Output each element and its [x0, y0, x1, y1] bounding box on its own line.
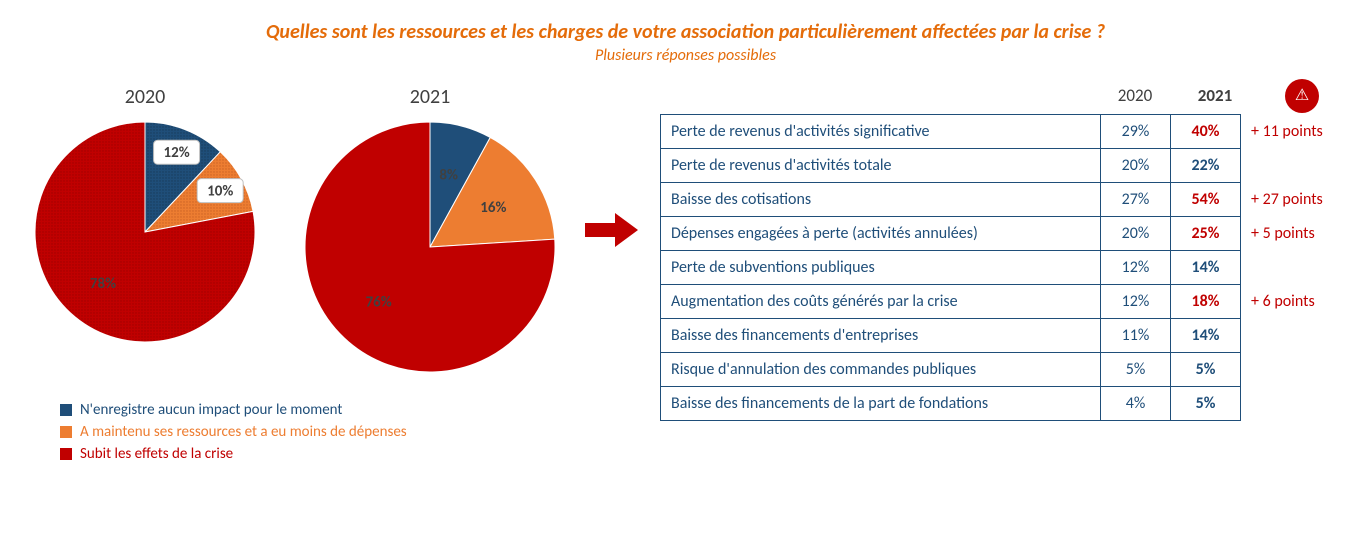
pies-column: 2020 — [30, 85, 560, 463]
legend-label: N'enregistre aucun impact pour le moment — [80, 401, 342, 419]
row-value-2020: 11% — [1101, 319, 1171, 353]
row-value-2021: 25% — [1171, 217, 1241, 251]
row-value-2021: 14% — [1171, 251, 1241, 285]
table-head: 2020 2021 — [660, 85, 1341, 106]
row-value-2021: 18% — [1171, 285, 1241, 319]
row-value-2020: 20% — [1101, 217, 1171, 251]
pie-2020-year: 2020 — [125, 85, 166, 109]
row-delta: + 5 points — [1241, 217, 1341, 251]
pie-slice-label: 78% — [90, 275, 116, 293]
row-value-2021: 54% — [1171, 183, 1241, 217]
legend-swatch — [60, 448, 72, 460]
row-delta — [1241, 353, 1341, 387]
pie-2021-chart: 8% 16% 76% — [300, 117, 560, 377]
pie-2020-block: 2020 — [30, 85, 260, 347]
row-value-2020: 12% — [1101, 285, 1171, 319]
title-block: Quelles sont les ressources et les charg… — [30, 20, 1341, 65]
legend-swatch — [60, 426, 72, 438]
content-row: 2020 — [30, 85, 1341, 463]
pie-slice-label: 10% — [207, 183, 233, 201]
row-value-2020: 5% — [1101, 353, 1171, 387]
warning-icon: ⚠ — [1295, 88, 1309, 104]
arrow-icon — [580, 205, 640, 255]
table-row: Perte de revenus d'activités totale20%22… — [661, 149, 1341, 183]
legend-item: A maintenu ses ressources et a eu moins … — [60, 423, 560, 441]
table-row: Augmentation des coûts générés par la cr… — [661, 285, 1341, 319]
th-2020: 2020 — [1109, 85, 1161, 106]
title-main: Quelles sont les ressources et les charg… — [30, 20, 1341, 44]
row-value-2021: 5% — [1171, 353, 1241, 387]
legend-swatch — [60, 404, 72, 416]
row-value-2021: 5% — [1171, 387, 1241, 421]
row-delta — [1241, 387, 1341, 421]
pie-slice-label: 76% — [366, 294, 392, 312]
row-label: Perte de revenus d'activités significati… — [661, 115, 1101, 149]
pie-slice-label: 8% — [439, 166, 458, 184]
row-value-2021: 22% — [1171, 149, 1241, 183]
legend-label: Subit les effets de la crise — [80, 445, 233, 463]
row-value-2020: 27% — [1101, 183, 1171, 217]
row-value-2021: 14% — [1171, 319, 1241, 353]
row-delta — [1241, 149, 1341, 183]
row-delta: + 11 points — [1241, 115, 1341, 149]
pie-2021-block: 2021 8% 16% 76% — [300, 85, 560, 377]
pie-slice-label: 12% — [164, 144, 190, 162]
warning-badge: ⚠ — [1285, 79, 1319, 113]
arrow-column — [580, 205, 640, 255]
row-label: Perte de revenus d'activités totale — [661, 149, 1101, 183]
legend-item: Subit les effets de la crise — [60, 445, 560, 463]
row-value-2020: 4% — [1101, 387, 1171, 421]
row-delta — [1241, 319, 1341, 353]
row-label: Baisse des financements d'entreprises — [661, 319, 1101, 353]
data-table: Perte de revenus d'activités significati… — [660, 114, 1341, 421]
table-row: Baisse des financements de la part de fo… — [661, 387, 1341, 421]
row-value-2020: 29% — [1101, 115, 1171, 149]
th-2021: 2021 — [1189, 85, 1241, 106]
table-row: Baisse des cotisations27%54%+ 27 points — [661, 183, 1341, 217]
table-row: Perte de subventions publiques12%14% — [661, 251, 1341, 285]
legend: N'enregistre aucun impact pour le moment… — [60, 401, 560, 463]
pie-2021-year: 2021 — [410, 85, 451, 109]
pie-slice-label: 16% — [480, 199, 506, 217]
row-label: Perte de subventions publiques — [661, 251, 1101, 285]
row-label: Risque d'annulation des commandes publiq… — [661, 353, 1101, 387]
legend-label: A maintenu ses ressources et a eu moins … — [80, 423, 407, 441]
row-label: Baisse des cotisations — [661, 183, 1101, 217]
pies-row: 2020 — [30, 85, 560, 377]
pie-2020-chart: 12% 10% 78% — [30, 117, 260, 347]
row-label: Dépenses engagées à perte (activités ann… — [661, 217, 1101, 251]
row-delta — [1241, 251, 1341, 285]
row-label: Augmentation des coûts générés par la cr… — [661, 285, 1101, 319]
row-label: Baisse des financements de la part de fo… — [661, 387, 1101, 421]
table-row: Dépenses engagées à perte (activités ann… — [661, 217, 1341, 251]
table-row: Baisse des financements d'entreprises11%… — [661, 319, 1341, 353]
table-row: Perte de revenus d'activités significati… — [661, 115, 1341, 149]
row-value-2020: 12% — [1101, 251, 1171, 285]
row-value-2020: 20% — [1101, 149, 1171, 183]
row-delta: + 27 points — [1241, 183, 1341, 217]
row-delta: + 6 points — [1241, 285, 1341, 319]
row-value-2021: 40% — [1171, 115, 1241, 149]
title-sub: Plusieurs réponses possibles — [30, 46, 1341, 65]
table-row: Risque d'annulation des commandes publiq… — [661, 353, 1341, 387]
legend-item: N'enregistre aucun impact pour le moment — [60, 401, 560, 419]
table-column: ⚠ 2020 2021 Perte de revenus d'activités… — [660, 85, 1341, 421]
